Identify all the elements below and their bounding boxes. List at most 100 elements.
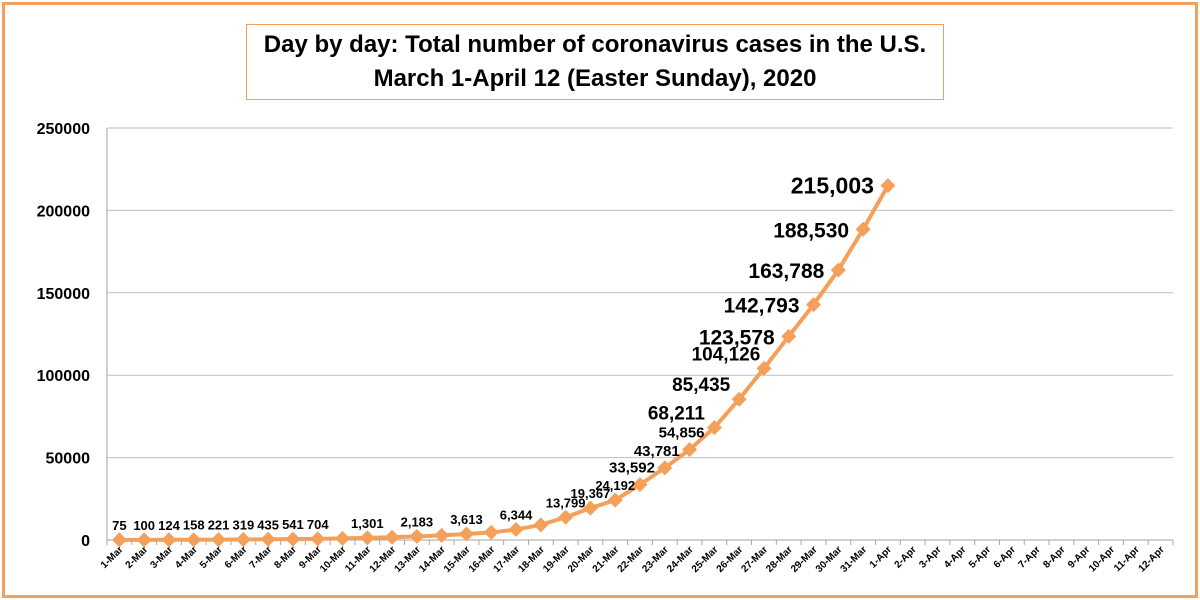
- data-label: 2,183: [401, 514, 434, 529]
- data-point-marker: [533, 517, 549, 533]
- x-tick-label: 28-Mar: [764, 544, 795, 575]
- x-tick-label: 24-Mar: [665, 544, 696, 575]
- data-label: 24,192: [595, 478, 635, 493]
- x-tick-label: 5-Apr: [967, 544, 993, 570]
- y-tick-labels: 0 50000 100000 150000 200000 250000: [37, 121, 90, 550]
- data-point-marker: [310, 531, 326, 547]
- data-label: 123,578: [699, 326, 775, 349]
- data-point-marker: [136, 532, 152, 548]
- data-point-marker: [458, 526, 474, 542]
- data-point-marker: [111, 532, 127, 548]
- data-point-marker: [756, 360, 772, 376]
- y-tick-label: 50000: [46, 451, 91, 468]
- chart-title-line2: March 1-April 12 (Easter Sunday), 2020: [373, 65, 817, 92]
- data-label: 188,530: [773, 219, 849, 242]
- data-point-marker: [806, 297, 822, 313]
- data-label: 43,781: [634, 443, 680, 460]
- data-point-marker: [558, 509, 574, 525]
- chart-title-box: Day by day: Total number of coronavirus …: [246, 24, 944, 100]
- x-tick-label: 15-Mar: [442, 544, 473, 575]
- x-tick-label: 22-Mar: [616, 544, 647, 575]
- data-point-marker: [657, 460, 673, 476]
- x-tick-label: 10-Mar: [318, 544, 349, 575]
- x-tick-label: 1-Mar: [99, 544, 126, 571]
- y-tick-label: 150000: [37, 286, 90, 303]
- data-labels: 75 100 124 158 221 319 435 541 704 1,301 2,183 3,61…: [112, 173, 874, 533]
- data-point-marker: [335, 530, 351, 546]
- x-tick-label: 2-Mar: [124, 544, 151, 571]
- data-label: 1,301: [351, 516, 384, 531]
- data-point-marker: [359, 530, 375, 546]
- data-point-marker: [409, 528, 425, 544]
- x-tick-label: 11-Apr: [1112, 544, 1142, 574]
- x-tick-label: 3-Mar: [148, 544, 175, 571]
- data-point-marker: [632, 477, 648, 493]
- data-point-marker: [781, 328, 797, 344]
- data-label: 6,344: [500, 508, 533, 523]
- x-tick-label: 12-Apr: [1137, 544, 1167, 574]
- x-tick-label: 25-Mar: [690, 544, 721, 575]
- x-tick-label: 7-Mar: [248, 544, 275, 571]
- data-point-marker: [880, 178, 896, 194]
- x-tick-label: 13-Mar: [392, 544, 423, 575]
- x-tick-label: 5-Mar: [198, 544, 225, 571]
- data-point-marker: [235, 531, 251, 547]
- data-label: 704: [307, 517, 329, 532]
- data-point-marker: [186, 532, 202, 548]
- x-tick-label: 26-Mar: [715, 544, 746, 575]
- series-markers: [111, 178, 896, 548]
- x-tick-label: 30-Mar: [814, 544, 845, 575]
- data-label: 104,126: [692, 344, 761, 365]
- x-tick-label: 19-Mar: [541, 544, 572, 575]
- data-label: 68,211: [648, 404, 705, 425]
- data-point-marker: [161, 532, 177, 548]
- data-point-marker: [384, 529, 400, 545]
- x-tick-label: 27-Mar: [739, 544, 770, 575]
- x-tick-label: 8-Apr: [1041, 544, 1067, 570]
- x-tick-label: 6-Mar: [223, 544, 250, 571]
- data-point-marker: [682, 442, 698, 458]
- data-point-marker: [855, 221, 871, 237]
- data-label: 33,592: [609, 460, 655, 477]
- data-label: 124: [158, 518, 180, 533]
- data-point-marker: [211, 532, 227, 548]
- data-point-marker: [483, 524, 499, 540]
- x-tick-label: 29-Mar: [789, 544, 820, 575]
- y-tick-label: 100000: [37, 368, 90, 385]
- x-tick-labels: 1-Mar2-Mar3-Mar4-Mar5-Mar6-Mar7-Mar8-Mar…: [99, 544, 1167, 575]
- x-tick-label: 11-Mar: [343, 544, 373, 574]
- data-point-marker: [731, 391, 747, 407]
- x-tick-label: 18-Mar: [516, 544, 547, 575]
- data-label: 215,003: [791, 173, 874, 199]
- x-tick-label: 4-Mar: [173, 544, 200, 571]
- data-point-marker: [260, 531, 276, 547]
- x-tick-label: 6-Apr: [992, 544, 1018, 570]
- x-tick-label: 14-Mar: [417, 544, 448, 575]
- data-label: 319: [232, 517, 254, 532]
- data-point-marker: [285, 531, 301, 547]
- data-label: 158: [183, 518, 205, 533]
- x-tick-label: 8-Mar: [272, 544, 299, 571]
- data-point-marker: [830, 262, 846, 278]
- data-point-marker: [582, 500, 598, 516]
- data-point-marker: [508, 522, 524, 538]
- x-tick-label: 7-Apr: [1017, 544, 1043, 570]
- y-tick-label: 250000: [37, 121, 90, 138]
- data-label: 435: [257, 517, 279, 532]
- chart-title-line1: Day by day: Total number of coronavirus …: [263, 31, 927, 58]
- x-tick-label: 17-Mar: [492, 544, 523, 575]
- x-tick-label: 2-Apr: [893, 544, 919, 570]
- data-label: 163,788: [748, 260, 824, 283]
- data-label: 54,856: [659, 425, 705, 442]
- data-label: 100: [133, 518, 155, 533]
- data-label: 541: [282, 517, 304, 532]
- x-tick-label: 10-Apr: [1087, 544, 1117, 574]
- data-label: 142,793: [724, 295, 800, 318]
- data-point-marker: [706, 420, 722, 436]
- data-label: 75: [112, 518, 126, 533]
- data-label: 19,367: [571, 486, 611, 501]
- data-point-marker: [434, 527, 450, 543]
- y-tick-label: 0: [81, 533, 90, 550]
